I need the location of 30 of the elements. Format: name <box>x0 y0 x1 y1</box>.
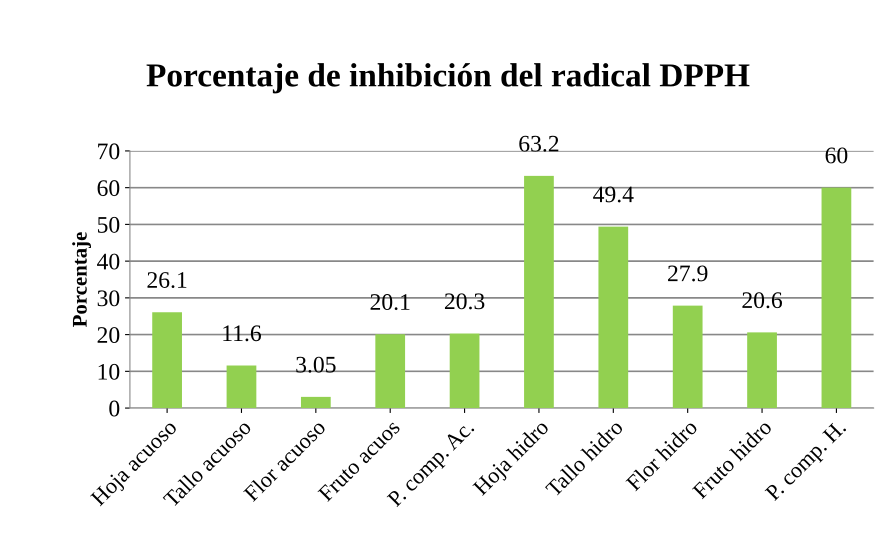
data-label: 49.4 <box>593 186 634 202</box>
y-axis-title: Porcentaje <box>72 232 92 327</box>
bar <box>226 365 256 408</box>
y-tick-label: 70 <box>98 143 120 160</box>
bar <box>822 188 852 408</box>
y-tick-label: 60 <box>98 180 120 196</box>
data-label: 20.6 <box>742 292 782 308</box>
data-label: 11.6 <box>223 325 261 342</box>
y-tick-label: 10 <box>98 364 120 380</box>
bar <box>300 396 331 408</box>
bar <box>450 334 480 408</box>
y-tick-label: 50 <box>98 216 120 233</box>
y-tick-label: 40 <box>97 254 120 270</box>
data-label: 26.1 <box>147 272 186 288</box>
bar <box>375 334 406 408</box>
data-label: 20.3 <box>444 293 484 310</box>
data-label: 20.1 <box>370 294 410 310</box>
data-label: 60 <box>826 147 848 164</box>
bar <box>747 332 777 408</box>
bar <box>672 306 703 408</box>
chart-title: Porcentaje de inhibición del radical DPPH <box>146 63 750 94</box>
y-tick-label: 0 <box>109 400 120 416</box>
data-label: 27.9 <box>668 265 708 282</box>
y-tick-label: 30 <box>98 290 120 306</box>
data-label: 63.2 <box>519 136 558 152</box>
data-label: 3.05 <box>296 356 336 373</box>
y-tick-label: 20 <box>98 327 120 344</box>
bar <box>524 176 554 408</box>
bar <box>152 312 182 408</box>
bar <box>598 226 628 408</box>
